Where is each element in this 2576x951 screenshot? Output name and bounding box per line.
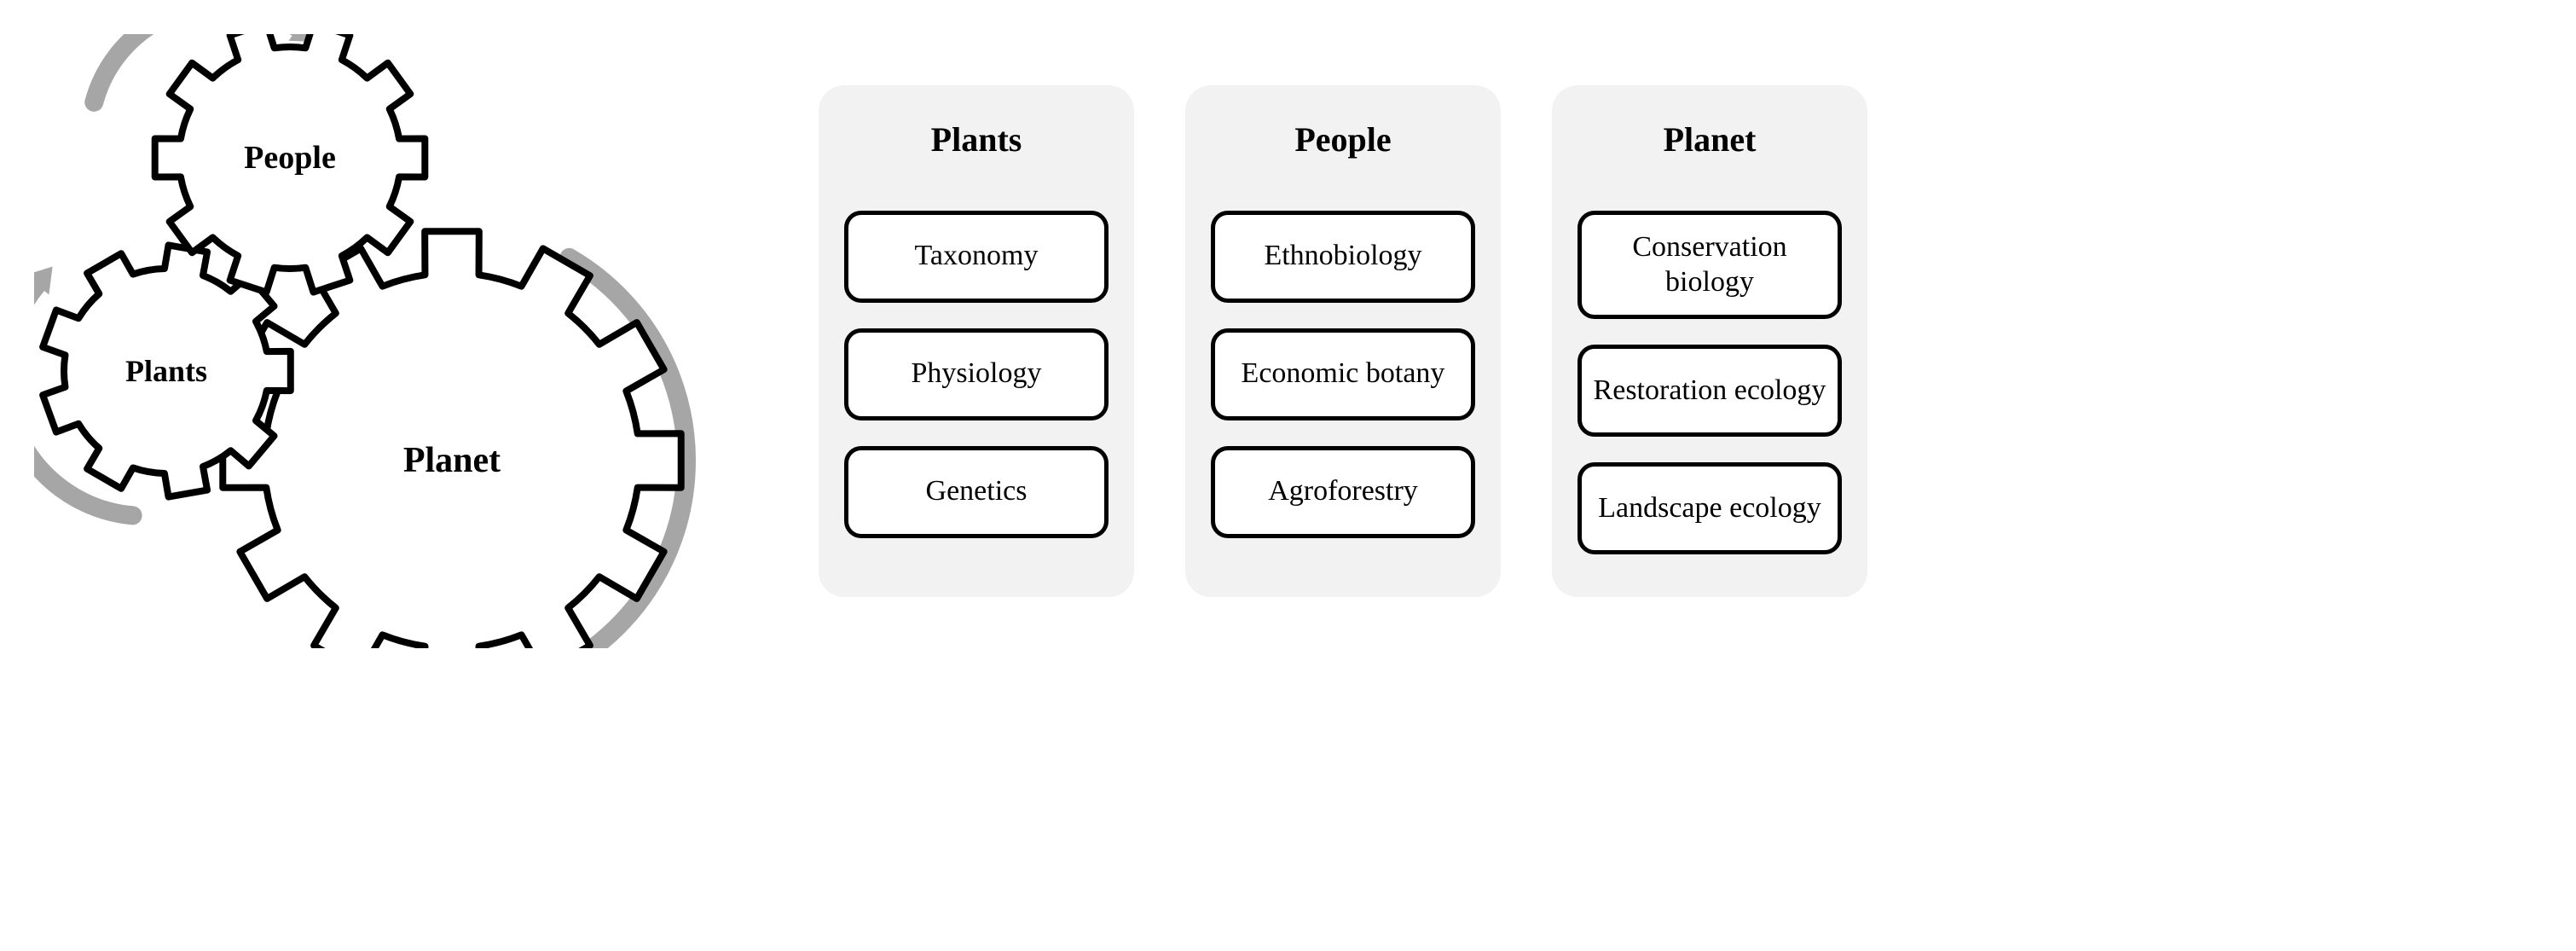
card-item: Economic botany: [1211, 328, 1475, 420]
gear-label-plants: Plants: [125, 353, 207, 389]
card-item: Conservation biology: [1577, 211, 1842, 320]
card-item: Agroforestry: [1211, 446, 1475, 538]
card-item: Taxonomy: [844, 211, 1109, 303]
card-title: Plants: [931, 119, 1022, 159]
card-item: Restoration ecology: [1577, 345, 1842, 437]
card-people: People Ethnobiology Economic botany Agrofor…: [1185, 85, 1501, 598]
card-title: Planet: [1664, 119, 1757, 159]
gear-label-planet: Planet: [403, 440, 501, 481]
card-planet: Planet Conservation biology Restoration ec…: [1552, 85, 1867, 598]
card-item: Physiology: [844, 328, 1109, 420]
card-plants: Plants Taxonomy Physiology Genetics: [819, 85, 1134, 598]
card-item: Genetics: [844, 446, 1109, 538]
card-item: Landscape ecology: [1577, 462, 1842, 554]
gear-label-people: People: [244, 139, 336, 177]
cards-panel: Plants Taxonomy Physiology Genetics People Et…: [819, 85, 1867, 598]
gears-svg: [34, 34, 716, 648]
gears-diagram: People Plants Planet: [34, 34, 716, 648]
card-item: Ethnobiology: [1211, 211, 1475, 303]
card-title: People: [1294, 119, 1391, 159]
